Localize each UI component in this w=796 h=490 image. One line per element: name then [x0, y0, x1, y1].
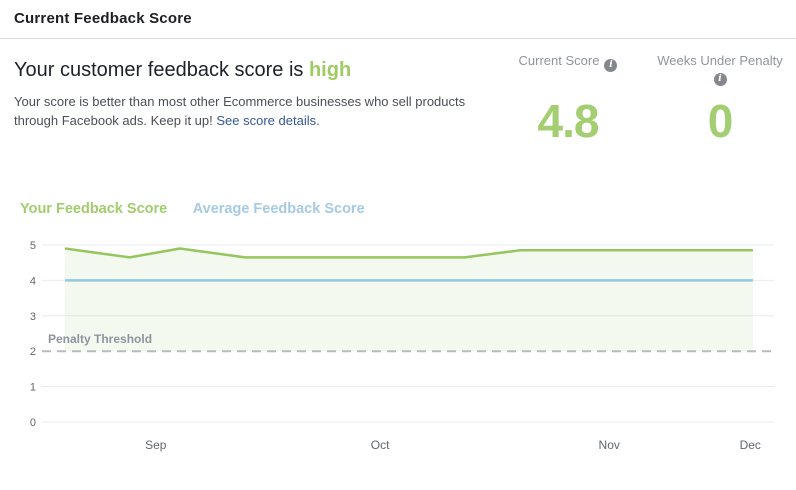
info-icon[interactable]: i: [604, 58, 618, 72]
feedback-chart-container: 0 1 2 3 4 5 Penalty Threshold Sep Oct Nov Dec: [0, 230, 796, 460]
weeks-under-penalty-label: Weeks Under Penalty i: [644, 52, 796, 96]
x-axis-tick-label: Nov: [599, 438, 620, 452]
x-axis-tick-label: Dec: [740, 438, 761, 452]
score-status: high: [308, 59, 352, 81]
summary-description: Your score is better than most other Eco…: [14, 93, 492, 131]
panel-header: Current Feedback Score: [0, 0, 796, 39]
feedback-chart: 0 1 2 3 4 5 Penalty Threshold Sep Oct Nov Dec: [30, 240, 774, 452]
penalty-threshold-label: Penalty Threshold: [48, 332, 152, 346]
info-icon[interactable]: i: [713, 72, 727, 86]
score-overview: Your customer feedback score is high You…: [0, 39, 796, 144]
stat-weeks-under-penalty: Weeks Under Penalty i 0: [644, 52, 796, 144]
current-score-value: 4.8: [537, 95, 600, 147]
legend-average-feedback-score[interactable]: Average Feedback Score: [192, 201, 365, 217]
chart-legend: Your Feedback Score Average Feedback Sco…: [20, 201, 387, 217]
x-axis-tick-label: Oct: [371, 438, 390, 452]
weeks-under-penalty-label-text: Weeks Under Penalty: [657, 53, 783, 68]
weeks-under-penalty-value: 0: [707, 95, 734, 147]
see-score-details-link[interactable]: See score details.: [216, 112, 320, 128]
x-axis-tick-label: Sep: [145, 438, 167, 452]
summary-description-text: Your score is better than most other Eco…: [14, 94, 466, 128]
score-summary: Your customer feedback score is high You…: [14, 39, 492, 144]
y-axis-tick-label: 3: [30, 311, 36, 323]
score-area-fill: [65, 248, 753, 352]
stat-current-score: Current Score i 4.8: [492, 52, 644, 144]
panel-title: Current Feedback Score: [14, 10, 192, 27]
summary-title: Your customer feedback score is high: [14, 59, 492, 82]
y-axis-tick-label: 2: [30, 346, 36, 358]
stats-row: Current Score i 4.8 Weeks Under Penalty i …: [492, 52, 796, 144]
current-score-label: Current Score i: [492, 52, 644, 96]
your-feedback-score-line: [64, 247, 753, 259]
current-score-label-text: Current Score: [518, 53, 600, 68]
y-axis-tick-label: 5: [30, 240, 36, 252]
summary-title-text: Your customer feedback score is: [14, 59, 304, 81]
y-axis-tick-label: 0: [30, 417, 36, 429]
y-axis-tick-label: 1: [30, 382, 36, 394]
legend-your-feedback-score[interactable]: Your Feedback Score: [20, 201, 168, 217]
y-axis-tick-label: 4: [30, 275, 36, 287]
